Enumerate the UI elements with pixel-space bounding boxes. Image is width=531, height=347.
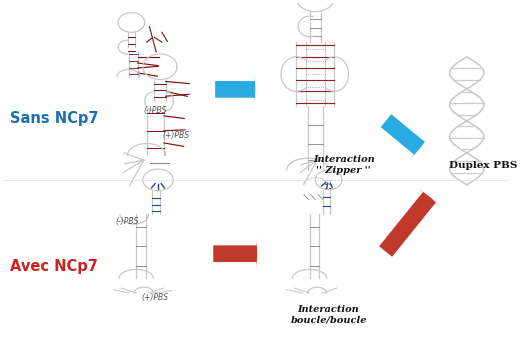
Text: Interaction
boucle/boucle: Interaction boucle/boucle [290,305,367,324]
Text: Interaction
'' Zipper '': Interaction '' Zipper '' [313,155,375,175]
Text: Duplex PBS: Duplex PBS [449,161,517,170]
Text: (-)PBS: (-)PBS [144,106,167,115]
Text: Avec NCp7: Avec NCp7 [11,259,98,274]
Text: Sans NCp7: Sans NCp7 [11,111,99,126]
Text: (+)PBS: (+)PBS [163,131,190,140]
Text: (+)PBS: (+)PBS [141,293,168,302]
Text: (-)PBS: (-)PBS [115,217,139,226]
